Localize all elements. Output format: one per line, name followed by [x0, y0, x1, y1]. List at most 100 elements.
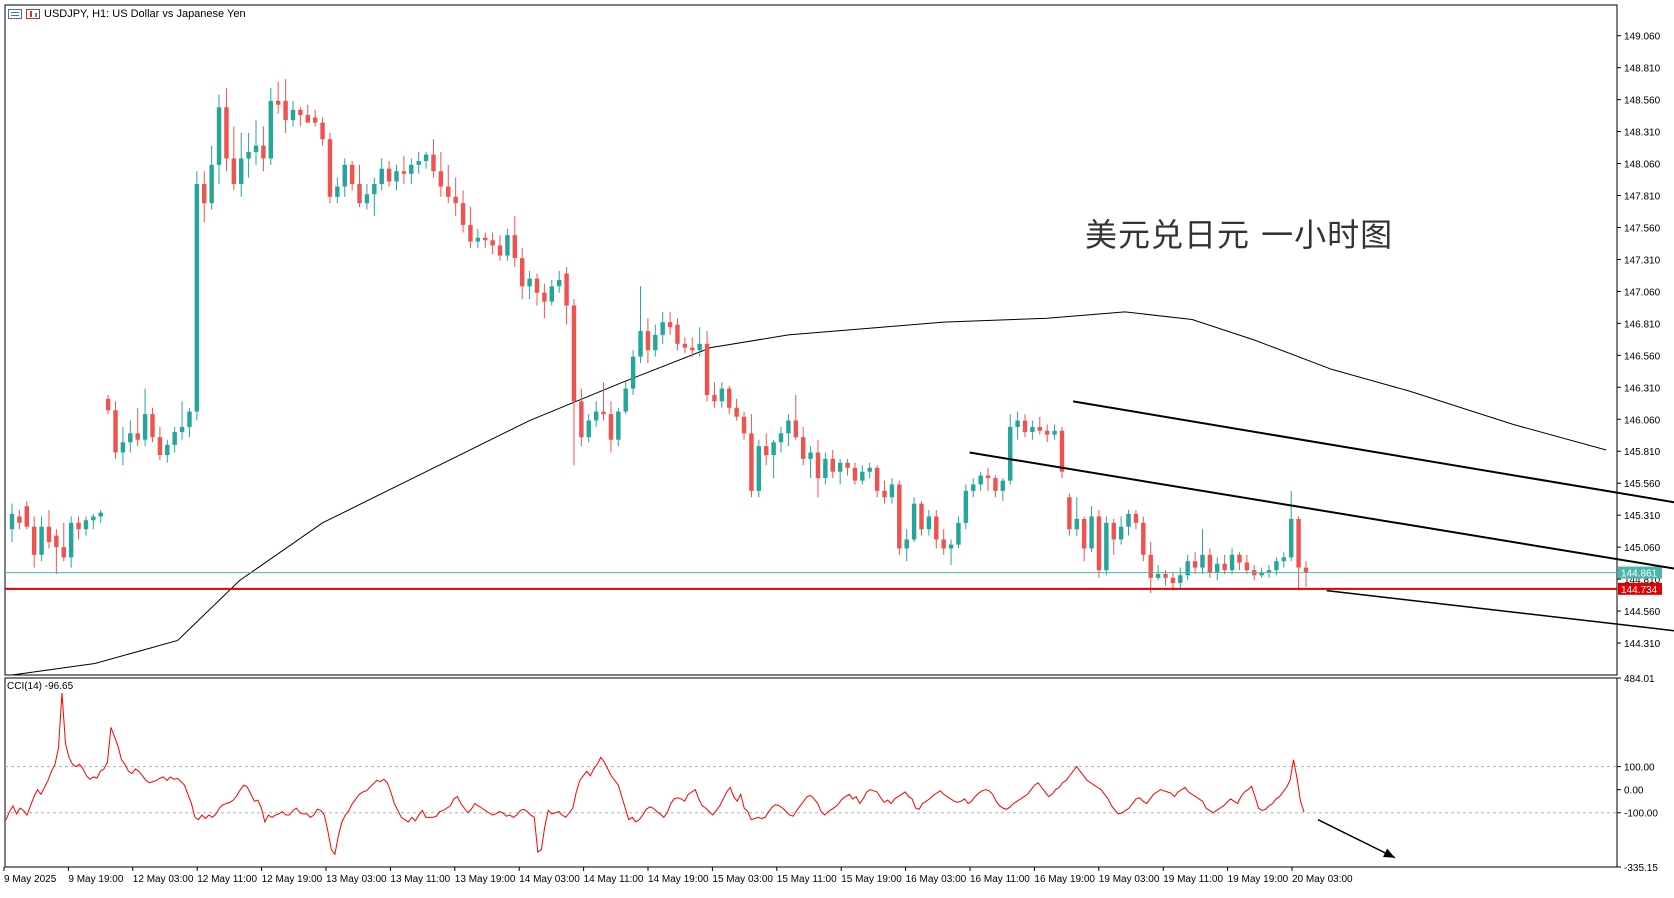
candle-body-4: [39, 526, 44, 555]
candle-body-5: [46, 526, 52, 543]
candle-body-46: [349, 164, 355, 185]
candle-body-110: [823, 458, 828, 479]
candle-body-96: [719, 388, 725, 402]
time-axis-label-7: 13 May 19:00: [455, 874, 516, 885]
candle-body-14: [113, 410, 118, 453]
list-icon[interactable]: [8, 9, 22, 19]
candle-body-12: [98, 512, 103, 517]
candle-body-157: [1170, 577, 1176, 583]
candle-body-95: [712, 394, 717, 402]
candle-body-173: [1288, 519, 1294, 558]
bar-chart-icon[interactable]: [26, 9, 40, 19]
candle-body-101: [756, 446, 762, 491]
candle-body-147: [1096, 516, 1102, 571]
candle-body-121: [904, 539, 909, 549]
candle-body-31: [239, 158, 244, 185]
candle-body-135: [1008, 426, 1013, 481]
price-axis-label-1: 148.810: [1624, 64, 1661, 75]
price-axis-label-11: 146.310: [1624, 383, 1661, 394]
candle-body-10: [83, 520, 89, 530]
cci-line: [5, 692, 1305, 856]
candle-body-13: [105, 398, 111, 411]
candle-body-3: [31, 526, 37, 555]
moving-average-line: [11, 311, 1607, 676]
candle-body-122: [911, 503, 917, 540]
candle-body-24: [187, 411, 192, 427]
candle-body-97: [727, 388, 732, 408]
candle-body-134: [1000, 480, 1006, 491]
candle-body-38: [290, 109, 296, 121]
candle-body-102: [763, 446, 769, 456]
candle-body-35: [268, 100, 274, 159]
cci-pane-frame: [4, 677, 1618, 868]
candle-body-56: [423, 154, 429, 161]
candle-body-118: [882, 490, 887, 498]
candle-body-128: [956, 522, 961, 545]
candle-body-75: [564, 273, 569, 306]
time-axis-label-2: 12 May 03:00: [133, 874, 194, 885]
price-axis-label-19: 144.310: [1624, 639, 1661, 650]
candle-body-172: [1281, 557, 1287, 562]
time-axis-label-14: 16 May 03:00: [906, 874, 967, 885]
candle-body-93: [697, 343, 702, 351]
candle-body-74: [556, 279, 562, 287]
candle-body-11: [91, 516, 96, 521]
candle-body-100: [749, 433, 754, 491]
candle-body-80: [601, 411, 606, 415]
price-axis-label-12: 146.060: [1624, 415, 1661, 426]
time-axis-label-5: 13 May 03:00: [326, 874, 387, 885]
time-axis-label-1: 9 May 19:00: [68, 874, 123, 885]
candle-body-45: [342, 164, 347, 187]
candle-body-59: [446, 186, 451, 197]
chart-header: USDJPY, H1: US Dollar vs Japanese Yen: [8, 8, 246, 20]
candle-body-105: [786, 420, 791, 434]
candle-body-52: [394, 171, 399, 182]
time-axis-label-15: 16 May 11:00: [970, 874, 1030, 885]
candle-body-132: [985, 475, 991, 479]
time-axis-label-10: 14 May 19:00: [648, 874, 709, 885]
candle-body-29: [224, 107, 229, 159]
candle-body-162: [1207, 554, 1213, 573]
candle-body-26: [202, 184, 207, 204]
candle-body-129: [963, 490, 969, 523]
candle-body-153: [1141, 522, 1146, 555]
candle-body-131: [978, 475, 983, 485]
candle-body-156: [1163, 573, 1168, 578]
price-axis-label-14: 145.560: [1624, 479, 1661, 490]
candle-body-171: [1274, 561, 1279, 571]
trendline-lower-channel: [969, 451, 1674, 570]
candle-body-7: [61, 547, 66, 558]
price-axis-label-2: 148.560: [1624, 96, 1661, 107]
candle-body-125: [934, 516, 939, 540]
candle-body-160: [1192, 561, 1198, 568]
candle-body-108: [808, 452, 813, 459]
candle-body-50: [379, 168, 384, 185]
time-axis-label-11: 15 May 03:00: [712, 874, 773, 885]
price-axis-label-17: 144.810: [1624, 575, 1661, 586]
candle-body-64: [483, 237, 488, 241]
candle-body-25: [194, 184, 200, 412]
candle-body-49: [372, 184, 377, 195]
candle-body-48: [364, 194, 370, 204]
candle-body-42: [320, 122, 325, 140]
cci-axis-label-1: 100.00: [1624, 763, 1655, 774]
candle-body-22: [172, 432, 177, 445]
candle-body-94: [704, 343, 710, 395]
candle-body-166: [1237, 554, 1242, 563]
candle-body-117: [874, 467, 880, 491]
candle-body-83: [623, 388, 628, 412]
time-axis-label-12: 15 May 11:00: [777, 874, 837, 885]
candle-body-82: [616, 411, 621, 440]
candle-body-36: [275, 100, 281, 105]
time-axis-label-4: 12 May 19:00: [262, 874, 323, 885]
candle-body-89: [667, 322, 673, 328]
candle-body-152: [1133, 513, 1139, 523]
candle-body-53: [401, 171, 407, 174]
time-axis-label-19: 19 May 19:00: [1228, 874, 1289, 885]
candle-body-15: [120, 442, 126, 453]
candle-body-19: [150, 414, 155, 438]
candle-body-33: [253, 145, 259, 153]
candle-body-67: [505, 235, 510, 256]
candle-body-109: [815, 452, 821, 479]
